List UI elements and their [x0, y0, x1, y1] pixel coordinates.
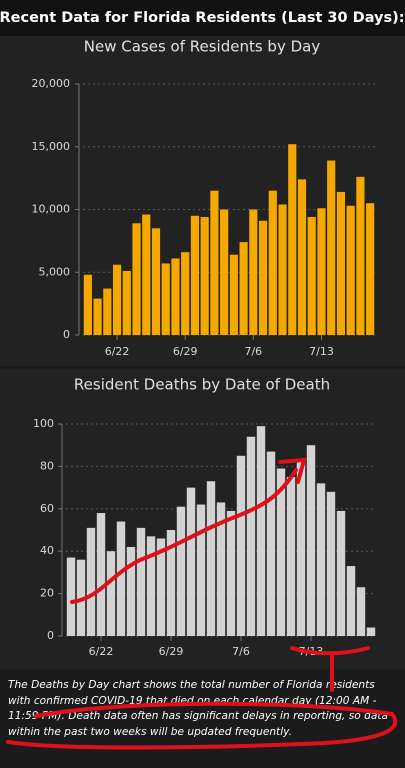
bar	[176, 506, 186, 636]
bar	[146, 536, 156, 636]
bar	[278, 204, 287, 335]
bar	[336, 191, 346, 335]
y-tick-label: 0	[47, 629, 54, 642]
bar	[112, 264, 122, 335]
bar	[83, 274, 92, 335]
bar	[76, 559, 86, 636]
bar	[161, 263, 170, 335]
bar	[66, 557, 76, 636]
y-tick-label: 60	[40, 502, 54, 515]
footnote: The Deaths by Day chart shows the total …	[8, 679, 389, 738]
bar	[296, 460, 306, 636]
y-tick-label: 20,000	[32, 77, 71, 90]
bar	[327, 160, 336, 335]
bar	[226, 510, 236, 636]
chart-title: Resident Deaths by Date of Death	[74, 376, 330, 394]
bar	[346, 205, 355, 335]
bar	[266, 451, 276, 636]
bar	[307, 217, 316, 335]
bar	[96, 513, 106, 636]
y-tick-label: 5,000	[39, 265, 71, 278]
bar	[249, 209, 258, 335]
bar	[136, 527, 146, 636]
bar	[116, 521, 126, 636]
bar	[190, 215, 200, 335]
bar	[297, 179, 307, 335]
bar	[151, 228, 161, 335]
bar	[93, 298, 102, 335]
x-tick-label: 6/29	[173, 345, 198, 358]
x-tick-label: 6/29	[159, 645, 184, 658]
bar	[268, 190, 277, 335]
bar	[346, 566, 356, 636]
bar	[356, 587, 366, 636]
bar	[186, 487, 196, 636]
bar	[236, 455, 246, 636]
y-tick-label: 0	[63, 328, 70, 341]
x-tick-label: 6/22	[89, 645, 114, 658]
bar	[210, 190, 219, 335]
bar	[171, 258, 180, 335]
bar	[366, 627, 376, 636]
bar	[122, 270, 131, 335]
y-tick-label: 80	[40, 459, 54, 472]
bar	[306, 445, 316, 636]
bar	[316, 483, 326, 636]
bar	[276, 468, 286, 636]
bar	[366, 203, 375, 335]
y-tick-label: 15,000	[32, 140, 71, 153]
y-tick-label: 100	[33, 417, 54, 430]
bar	[166, 530, 176, 636]
x-tick-label: 7/13	[299, 645, 324, 658]
x-tick-label: 6/22	[105, 345, 130, 358]
bar	[239, 242, 248, 335]
bar	[220, 209, 229, 335]
bar	[286, 477, 296, 636]
bar	[216, 502, 226, 636]
x-tick-label: 7/13	[309, 345, 334, 358]
bar	[256, 426, 266, 636]
bar	[103, 288, 112, 335]
y-tick-label: 40	[40, 544, 54, 557]
bar	[246, 436, 256, 636]
bar	[142, 214, 151, 335]
y-tick-label: 10,000	[32, 203, 71, 216]
bar	[126, 546, 136, 636]
bar	[206, 481, 216, 636]
header-band	[0, 0, 405, 36]
bar	[258, 220, 268, 335]
bar	[86, 527, 96, 636]
bar	[356, 176, 365, 335]
bar	[288, 144, 297, 335]
bar	[317, 208, 326, 335]
y-tick-label: 20	[40, 587, 54, 600]
bar	[196, 504, 206, 636]
bar	[106, 551, 116, 636]
bar	[156, 538, 166, 636]
bar	[336, 510, 346, 636]
x-tick-label: 7/6	[232, 645, 250, 658]
bar	[200, 217, 209, 335]
x-tick-label: 7/6	[244, 345, 262, 358]
bar	[326, 491, 336, 636]
bar	[132, 223, 141, 335]
chart-title: New Cases of Residents by Day	[84, 38, 321, 56]
bar	[229, 254, 238, 335]
header-title: Recent Data for Florida Residents (Last …	[0, 10, 405, 26]
bar	[181, 252, 190, 335]
